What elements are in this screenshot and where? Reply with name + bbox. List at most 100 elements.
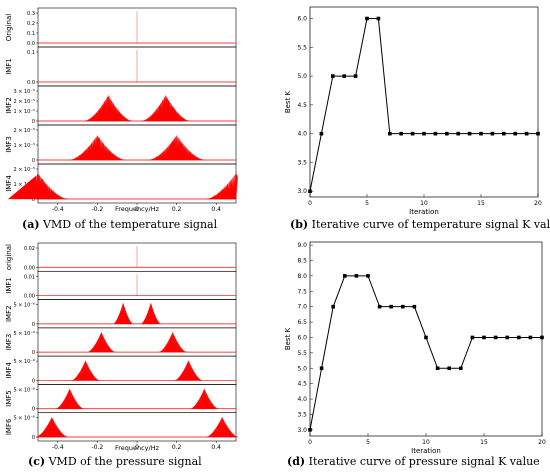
spectrum-peak [206,417,238,438]
x-tick-label: -0.4 [52,444,64,451]
y-tick-label: 0.01 [24,274,35,280]
panel-original: 0.02 0.00 original [5,242,237,272]
data-point [536,131,540,136]
panel-frame [37,124,237,165]
y-tick-label: 6.0 [297,16,307,23]
x-axis-title: Iteration [411,447,441,455]
caption-b: (b) Iterative curve of temperature signa… [290,218,550,231]
y-tick-label: 9.0 [297,242,307,249]
y-tick-label: 0.02 [24,246,35,252]
data-point [354,274,359,278]
spectrum-peak [113,303,134,325]
panel-label: IMF4 [5,361,13,378]
panel-label: IMF4 [5,175,13,192]
data-point [343,274,347,278]
y-tick-label: 5.0 [297,73,307,80]
data-point [435,366,440,371]
data-point [445,131,449,136]
data-point [447,366,451,371]
data-point [388,131,392,136]
spectrum-peak [140,303,161,325]
spectrum-peak [141,95,190,122]
line-chart-d: 3.0 3.5 4.0 4.5 5.0 5.5 6.0 6.5 7.0 7.5 8.0 8.5 9.0 0… [284,241,546,455]
y-tick-label: 3.5 [297,411,307,418]
panel-imf2: 3 × 10⁻⁵ 2 × 10⁻⁵ 1 × 10⁻⁵ 0 IMF2 [5,85,237,126]
x-tick-label: 0 [135,444,139,451]
y-tick-label: 3 × 10⁻⁵ [13,89,35,95]
y-tick-label: 0 [32,407,35,413]
caption-a: (a) VMD of the temperature signal [22,218,218,231]
panel-frame [37,85,237,126]
y-tick-label: 8.5 [297,257,307,264]
y-tick-label: 0.1 [27,31,35,37]
panel-imf1: 0.1 0.0 IMF1 [5,46,237,87]
data-point [482,335,486,340]
y-tick-label: 7.0 [297,304,307,311]
x-axis-title: Frequency/Hz [115,444,160,452]
y-tick-label: 5 × 10⁻⁶ [13,359,35,365]
panel-frame [37,163,237,204]
data-point [540,335,544,340]
data-point [412,304,417,309]
panel-label: IMF3 [5,136,13,153]
y-tick-label: 0 [32,435,35,441]
y-tick-label: 4.0 [297,396,307,403]
data-point [331,74,335,78]
y-tick-label: 2 × 10⁻⁵ [13,128,35,134]
y-tick-label: 0.1 [27,50,35,56]
y-tick-label: 0.00 [24,265,35,271]
panel-label: IMF3 [5,334,13,351]
spectrum-peak [69,135,126,161]
y-tick-label: 5.5 [297,350,307,357]
plot-frame [309,6,539,198]
spectrum-peak [158,332,187,353]
panel-label: IMF2 [5,97,13,114]
x-tick-label: 5 [366,439,370,446]
data-point [377,304,382,309]
x-axis-title: Iteration [409,208,439,216]
y-tick-label: 2 × 10⁻⁵ [13,167,35,173]
x-tick-label: 0.2 [172,444,182,451]
y-tick-label: 3.5 [297,159,307,166]
x-tick-label: 15 [480,439,488,446]
y-tick-label: 5 × 10⁻⁶ [13,416,35,422]
y-tick-label: 7.5 [297,288,307,295]
y-tick-label: 0.2 [27,21,35,27]
y-tick-label: 0 [32,378,35,384]
y-tick-label: 0.00 [24,294,35,300]
data-point [366,274,370,278]
x-tick-label: 0 [135,206,139,213]
spectrum-peak [148,135,205,161]
y-tick-label: 0 [32,197,35,203]
data-point [524,131,529,136]
spectrum-peak [87,332,116,353]
panel-imf2: 5 × 10⁻⁶ 0 IMF2 [5,299,237,329]
y-tick-label: 5.5 [297,44,307,51]
data-point [376,16,381,21]
y-tick-label: 5 × 10⁻⁶ [13,387,35,393]
data-point [331,304,335,309]
y-tick-label: 1 × 10⁻⁵ [13,143,35,149]
data-point [342,74,346,78]
y-tick-label: 0.0 [27,80,35,86]
x-tick-label: 0.4 [211,206,221,213]
data-point [401,304,405,309]
data-point [479,131,483,136]
y-tick-label: 2 × 10⁻⁵ [13,99,35,105]
x-axis-title: Frequency/Hz [115,205,160,213]
x-tick-label: -0.2 [92,206,104,213]
spectrum-peak [7,173,68,200]
x-tick-label: 0.4 [211,444,221,451]
x-tick-label: 20 [538,439,546,446]
y-tick-label: 0 [32,350,35,356]
y-tick-label: 1 × 10⁻⁵ [13,182,35,188]
y-tick-label: 1 × 10⁻⁵ [13,109,35,115]
data-point [422,131,426,136]
y-tick-label: 8.0 [297,273,307,280]
y-tick-label: 5 × 10⁻⁶ [13,331,35,337]
spectrum-peak [55,388,84,409]
series-line [309,18,538,192]
panel-label: IMF5 [5,390,13,407]
x-tick-label: 0.2 [172,206,182,213]
